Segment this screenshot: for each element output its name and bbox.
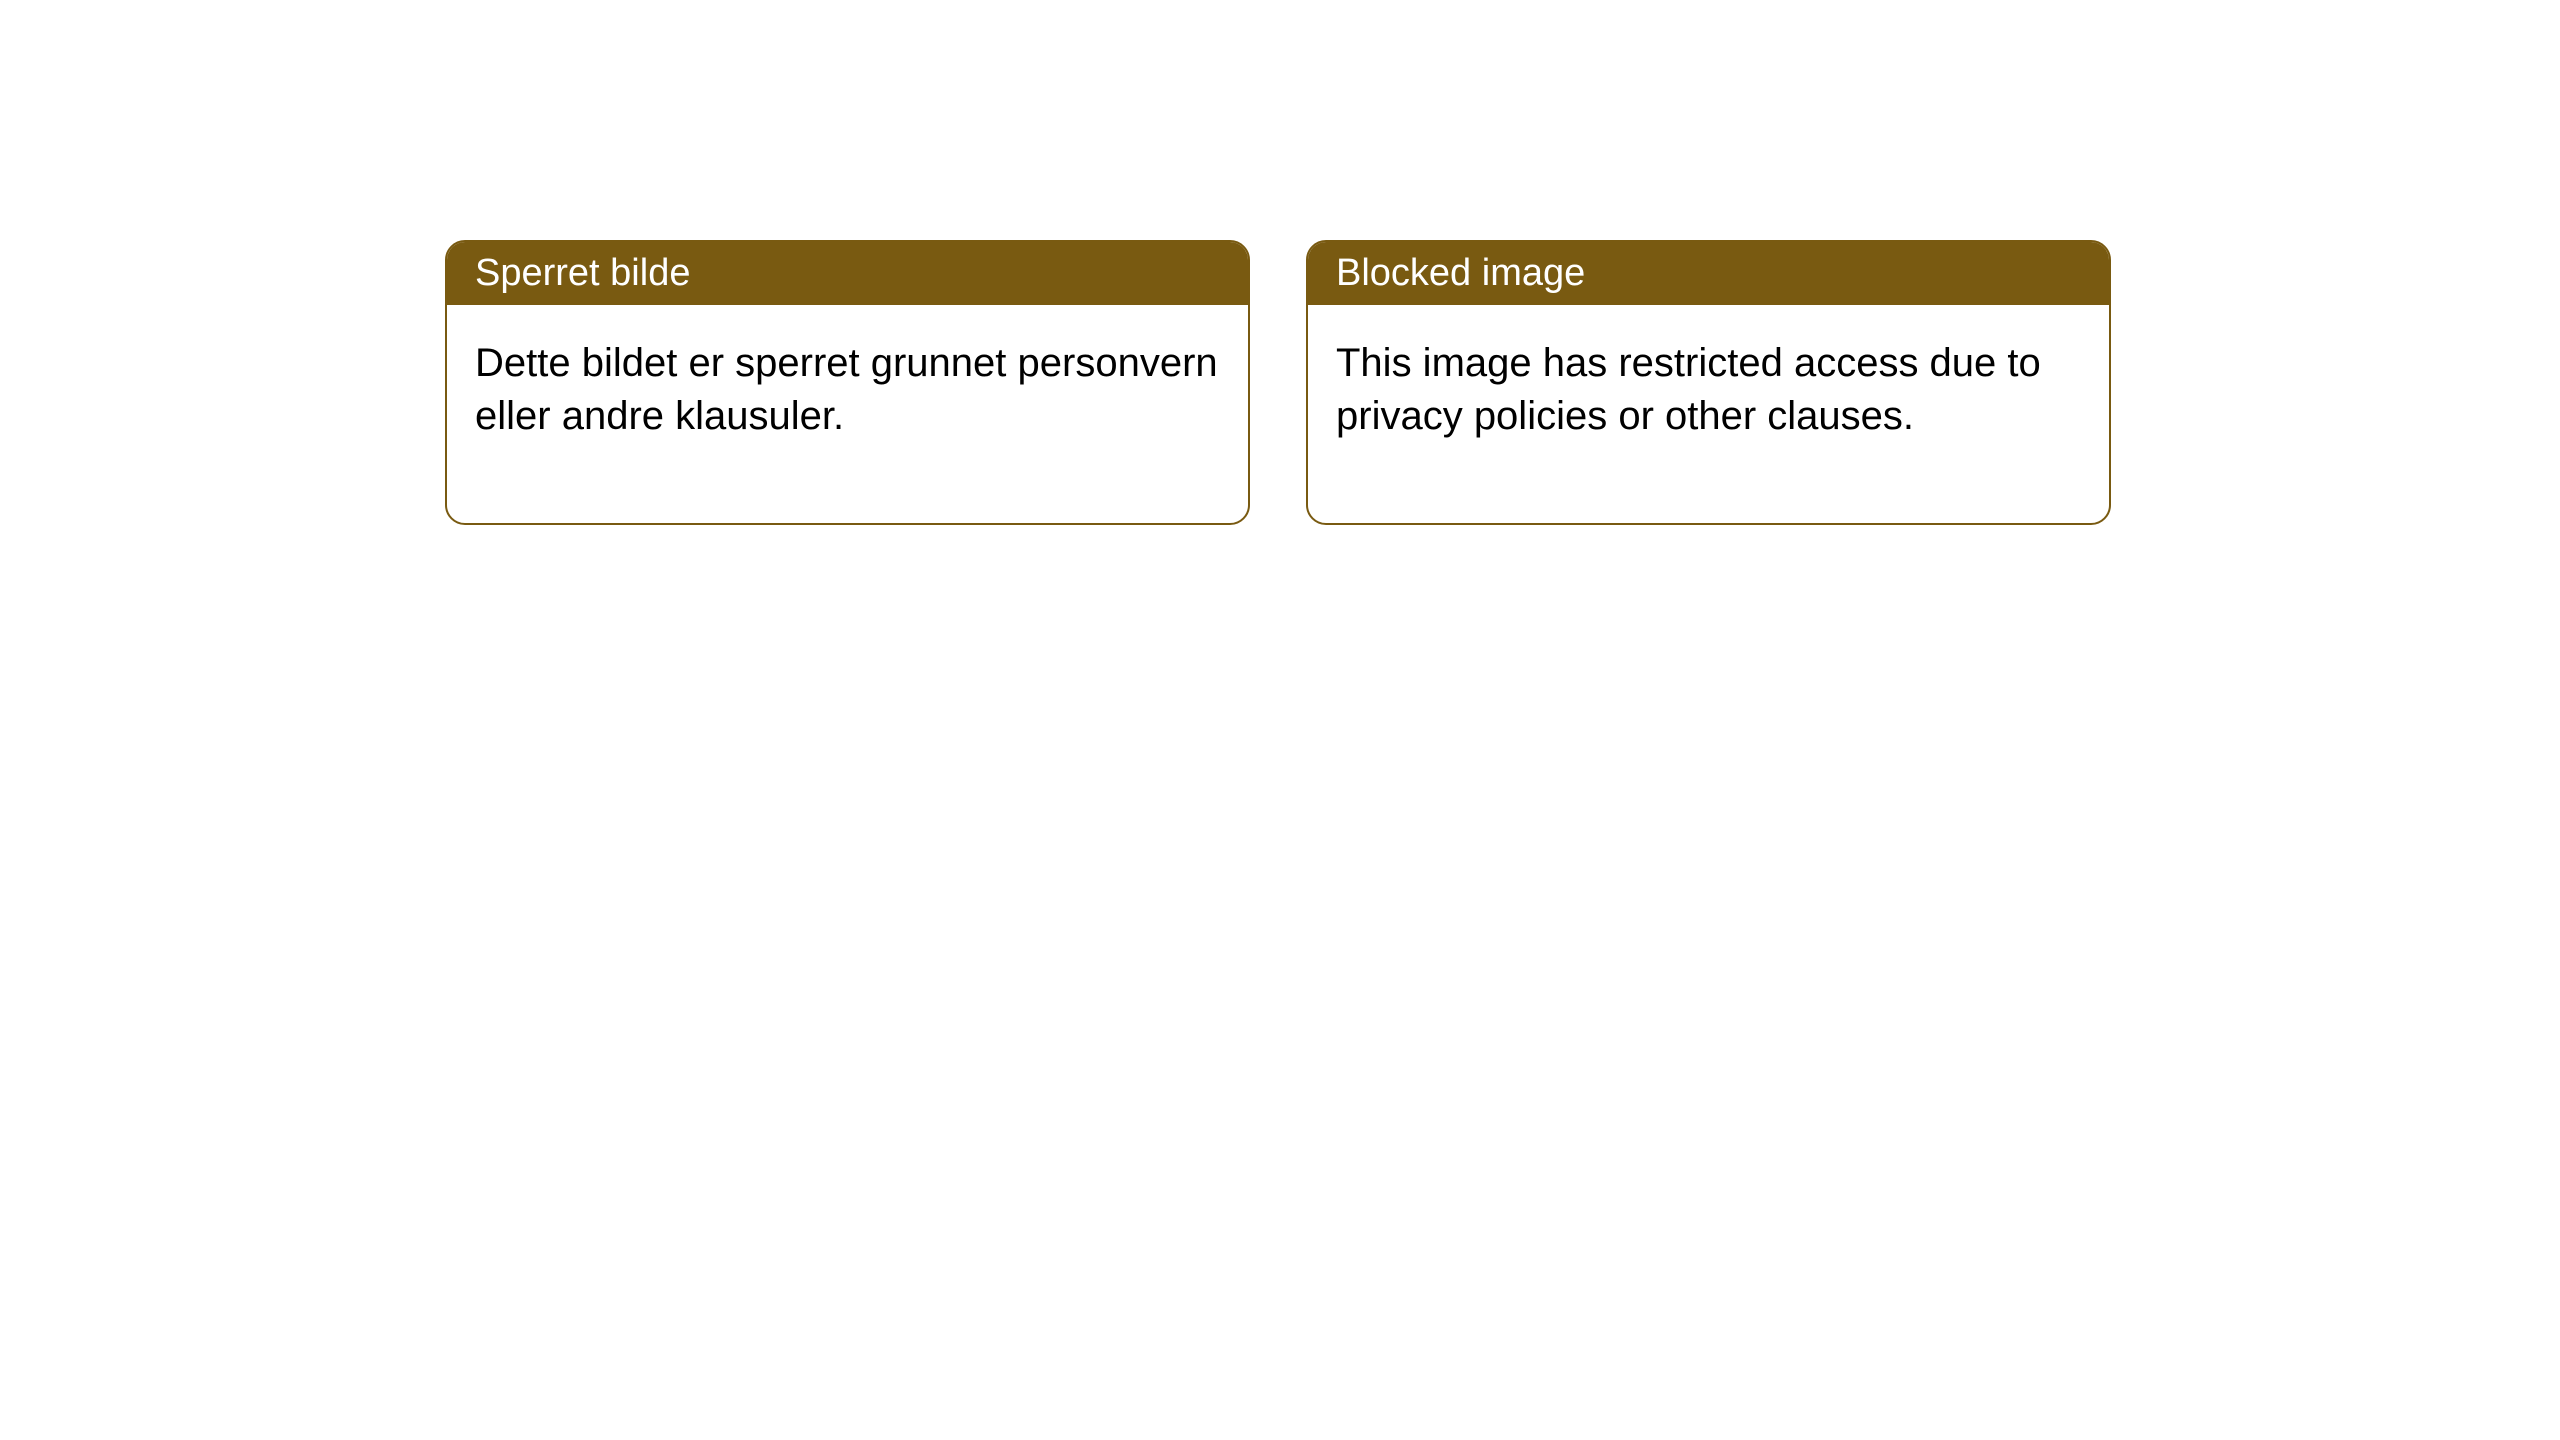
notice-container: Sperret bilde Dette bildet er sperret gr… bbox=[0, 0, 2560, 525]
notice-body: This image has restricted access due to … bbox=[1308, 305, 2109, 523]
notice-header: Blocked image bbox=[1308, 242, 2109, 305]
notice-header: Sperret bilde bbox=[447, 242, 1248, 305]
notice-card-norwegian: Sperret bilde Dette bildet er sperret gr… bbox=[445, 240, 1250, 525]
notice-card-english: Blocked image This image has restricted … bbox=[1306, 240, 2111, 525]
notice-body: Dette bildet er sperret grunnet personve… bbox=[447, 305, 1248, 523]
